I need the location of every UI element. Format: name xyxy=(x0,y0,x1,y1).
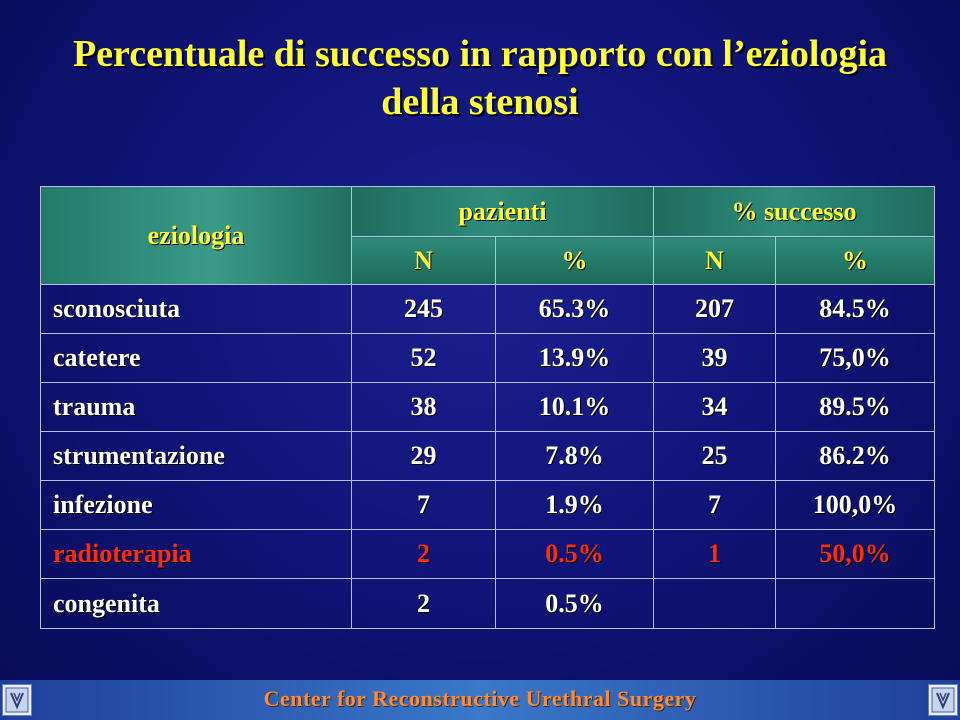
row-pazienti-n-cell: 245 xyxy=(351,284,496,334)
row-successo-n-cell xyxy=(653,578,777,629)
row-label-cell: sconosciuta xyxy=(40,284,352,334)
row-label-cell: radioterapia xyxy=(40,529,352,579)
row-successo-n-cell: 1 xyxy=(653,529,777,579)
slide-title: Percentuale di successo in rapporto con … xyxy=(0,30,960,126)
header-eziologia: eziologia xyxy=(40,186,352,285)
row-successo-pct-cell: 100,0% xyxy=(775,480,936,530)
etiology-success-table: eziologia pazienti % successo N % N % sc… xyxy=(40,186,936,629)
row-pazienti-n-cell: 7 xyxy=(351,480,496,530)
row-pazienti-n-cell: 2 xyxy=(351,578,496,629)
row-successo-pct-cell: 50,0% xyxy=(775,529,936,579)
row-successo-n-cell: 34 xyxy=(653,382,777,432)
subheader-successo-n: N xyxy=(653,236,777,285)
table-row: radioterapia 2 0.5% 1 50,0% xyxy=(40,529,936,579)
row-pazienti-pct-cell: 65.3% xyxy=(494,284,655,334)
header-pazienti: pazienti xyxy=(350,186,655,237)
table-row: trauma 38 10.1% 34 89.5% xyxy=(40,382,936,432)
row-successo-pct-cell: 86.2% xyxy=(775,431,936,481)
row-pazienti-n-cell: 2 xyxy=(351,529,496,579)
row-label-cell: strumentazione xyxy=(40,431,352,481)
row-successo-pct-cell xyxy=(775,578,936,629)
subheader-successo-pct: % xyxy=(775,236,936,285)
row-label-cell: congenita xyxy=(40,578,352,629)
slide-title-line2: della stenosi xyxy=(381,81,579,123)
row-successo-pct-cell: 84.5% xyxy=(775,284,936,334)
table-row: infezione 7 1.9% 7 100,0% xyxy=(40,480,936,530)
subheader-pazienti-n: N xyxy=(351,236,496,285)
table-subheader-row: N % N % xyxy=(41,236,936,285)
row-label-cell: infezione xyxy=(40,480,352,530)
row-pazienti-pct-cell: 0.5% xyxy=(494,529,655,579)
table-row: sconosciuta 245 65.3% 207 84.5% xyxy=(40,284,936,334)
slide-title-line1: Percentuale di successo in rapporto con … xyxy=(72,33,888,75)
center-logo-icon xyxy=(928,684,958,716)
row-label-cell: catetere xyxy=(40,333,352,383)
row-successo-pct-cell: 89.5% xyxy=(775,382,936,432)
table-row: congenita 2 0.5% xyxy=(40,578,936,629)
row-successo-pct-cell: 75,0% xyxy=(775,333,936,383)
row-label-cell: trauma xyxy=(40,382,352,432)
row-pazienti-pct-cell: 7.8% xyxy=(494,431,655,481)
row-pazienti-pct-cell: 13.9% xyxy=(494,333,655,383)
footer-center-name: Center for Reconstructive Urethral Surge… xyxy=(263,686,697,711)
table-row: catetere 52 13.9% 39 75,0% xyxy=(40,333,936,383)
row-pazienti-n-cell: 52 xyxy=(351,333,496,383)
row-successo-n-cell: 207 xyxy=(653,284,777,334)
row-pazienti-pct-cell: 1.9% xyxy=(494,480,655,530)
footer-bar xyxy=(0,680,960,720)
row-pazienti-n-cell: 29 xyxy=(351,431,496,481)
row-pazienti-pct-cell: 0.5% xyxy=(494,578,655,629)
center-logo-icon xyxy=(2,684,32,716)
header-successo: % successo xyxy=(653,186,936,237)
row-pazienti-pct-cell: 10.1% xyxy=(494,382,655,432)
row-successo-n-cell: 7 xyxy=(653,480,777,530)
subheader-pazienti-pct: % xyxy=(494,236,655,285)
table-header-row: eziologia pazienti % successo xyxy=(40,186,936,285)
row-successo-n-cell: 39 xyxy=(653,333,777,383)
table-row: strumentazione 29 7.8% 25 86.2% xyxy=(40,431,936,481)
row-pazienti-n-cell: 38 xyxy=(351,382,496,432)
row-successo-n-cell: 25 xyxy=(653,431,777,481)
